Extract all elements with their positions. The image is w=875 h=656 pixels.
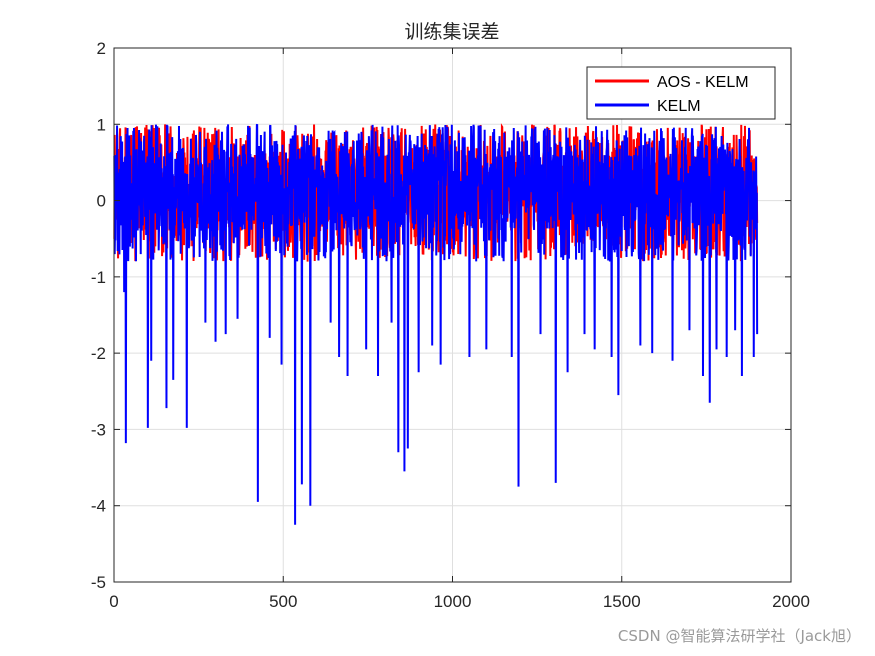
axes-ticks: 0 500 1000 1500 2000 -5 -4 -3 -2 -1 0 1 2 (91, 39, 810, 611)
y-tick-label: 0 (97, 192, 106, 211)
x-tick-label: 500 (269, 592, 297, 611)
y-tick-label: 2 (97, 39, 106, 58)
legend-box (586, 66, 776, 120)
chart-title: 训练集误差 (404, 21, 499, 43)
legend: AOS - KELM KELM (586, 66, 776, 120)
x-tick-label: 2000 (772, 592, 810, 611)
x-tick-label: 1500 (603, 592, 641, 611)
legend-label: KELM (657, 98, 701, 115)
watermark: CSDN @智能算法研学社（Jack旭） (617, 627, 861, 645)
y-tick-label: -3 (91, 420, 106, 439)
legend-label: AOS - KELM (657, 74, 749, 91)
y-tick-label: -4 (91, 497, 106, 516)
series-line-kelm (113, 123, 759, 525)
y-tick-label: -1 (91, 268, 106, 287)
series-group (113, 123, 759, 525)
y-tick-label: 1 (97, 115, 106, 134)
x-tick-label: 1000 (434, 592, 472, 611)
y-tick-label: -5 (91, 573, 106, 592)
x-tick-label: 0 (109, 592, 118, 611)
y-tick-label: -2 (91, 344, 106, 363)
